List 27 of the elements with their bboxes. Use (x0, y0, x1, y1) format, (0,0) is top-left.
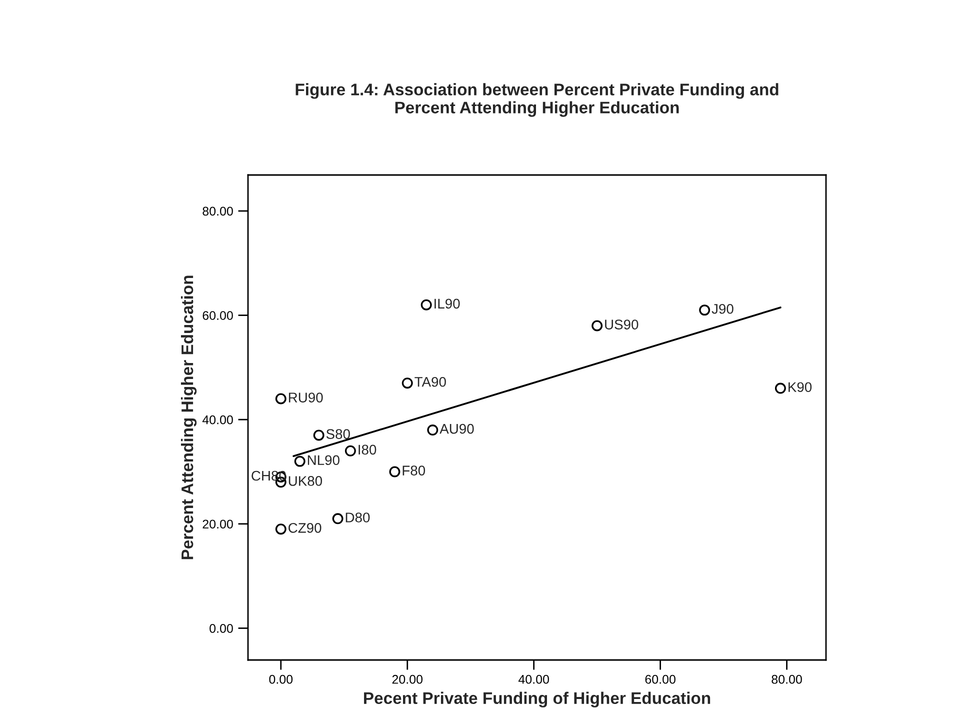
y-tick-label: 20.00 (202, 520, 233, 529)
x-tick-label: 0.00 (269, 674, 293, 684)
y-tick-label: 40.00 (202, 415, 233, 424)
x-tick-label: 40.00 (518, 674, 549, 684)
annotation: UK80 (288, 476, 322, 486)
y-tick-label: 80.00 (202, 206, 233, 216)
annotation: NL90 (308, 455, 340, 466)
y-tick-label: 0.00 (210, 624, 233, 633)
annotation: S80 (326, 429, 350, 439)
y-axis-title: Percent Attending Higher Education (180, 276, 197, 560)
annotation: US90 (605, 320, 638, 330)
y-tick-label: 60.00 (202, 311, 233, 320)
annotation: IL90 (434, 298, 460, 309)
annotation: J90 (712, 304, 734, 314)
x-tick-label: 60.00 (645, 674, 676, 684)
annotation: I80 (358, 444, 376, 455)
chart-title: Figure 1.4: Association between Percent Private Funding and Percent Attending Higher Education (296, 83, 778, 117)
annotation: CZ90 (288, 522, 322, 533)
x-axis-title: Pecent Private Funding of Higher Education (364, 692, 710, 708)
annotation: D80 (346, 512, 370, 522)
annotation: F80 (402, 466, 426, 476)
x-tick-label: 80.00 (772, 674, 802, 684)
x-tick-label: 20.00 (392, 674, 423, 684)
annotation: K90 (788, 382, 812, 392)
annotation: TA90 (414, 376, 446, 387)
annotation: AU90 (440, 424, 474, 434)
annotation: RU90 (288, 392, 323, 402)
